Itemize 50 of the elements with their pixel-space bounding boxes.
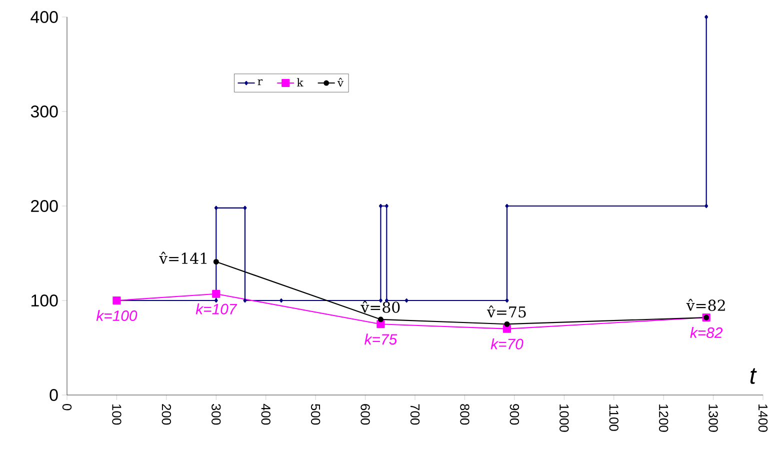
annotation: k=107: [196, 303, 238, 314]
x-tick-label: 1400: [758, 404, 768, 432]
point: [378, 204, 382, 208]
point: [505, 298, 509, 303]
x-tick-label: 200: [162, 404, 172, 425]
point: [378, 316, 384, 322]
point: [280, 298, 284, 303]
x-tick-label: 1100: [609, 404, 618, 431]
x-tick-label: 300: [212, 404, 221, 425]
point: [214, 298, 218, 303]
point: [214, 206, 218, 210]
x-axis-title: t: [750, 368, 757, 384]
annotation: k=100: [96, 310, 138, 321]
x-tick-label: 800: [460, 404, 470, 425]
point: [213, 259, 219, 265]
x-tick-label: 700: [410, 404, 420, 425]
x-tick-label: 600: [360, 404, 370, 425]
y-tick-label: 0: [50, 389, 58, 401]
y-tick-label: 300: [30, 106, 58, 118]
x-tick-label: 0: [62, 404, 72, 410]
point: [505, 204, 509, 208]
point: [243, 298, 247, 303]
point: [243, 206, 247, 210]
y-tick-label: 100: [32, 294, 58, 306]
point: [384, 204, 388, 208]
point: [404, 298, 408, 303]
legend-label: k: [296, 78, 304, 86]
legend-label: v̂: [337, 78, 344, 87]
point: [212, 290, 220, 298]
annotation: v̂=80: [360, 300, 400, 313]
point: [504, 321, 510, 327]
y-tick-label: 400: [30, 11, 58, 23]
x-tick-label: 400: [261, 404, 270, 425]
annotation: k=82: [690, 327, 723, 338]
x-tick-label: 1000: [560, 404, 569, 432]
annotation: k=75: [364, 334, 398, 345]
annotation: v̂=75: [486, 305, 526, 318]
x-tick-label: 1300: [708, 404, 718, 432]
annotation: k=70: [490, 338, 524, 350]
annotation: v̂=141: [159, 252, 206, 264]
x-tick-label: 1200: [658, 404, 668, 432]
legend-label: r: [258, 79, 263, 86]
y-tick-label: 200: [31, 200, 58, 212]
x-tick-label: 900: [510, 404, 520, 425]
point: [704, 14, 708, 20]
x-tick-label: 500: [310, 404, 320, 425]
point: [112, 296, 121, 305]
x-tick-label: 100: [112, 404, 122, 425]
annotation: v̂=82: [686, 298, 725, 311]
point: [704, 204, 708, 208]
